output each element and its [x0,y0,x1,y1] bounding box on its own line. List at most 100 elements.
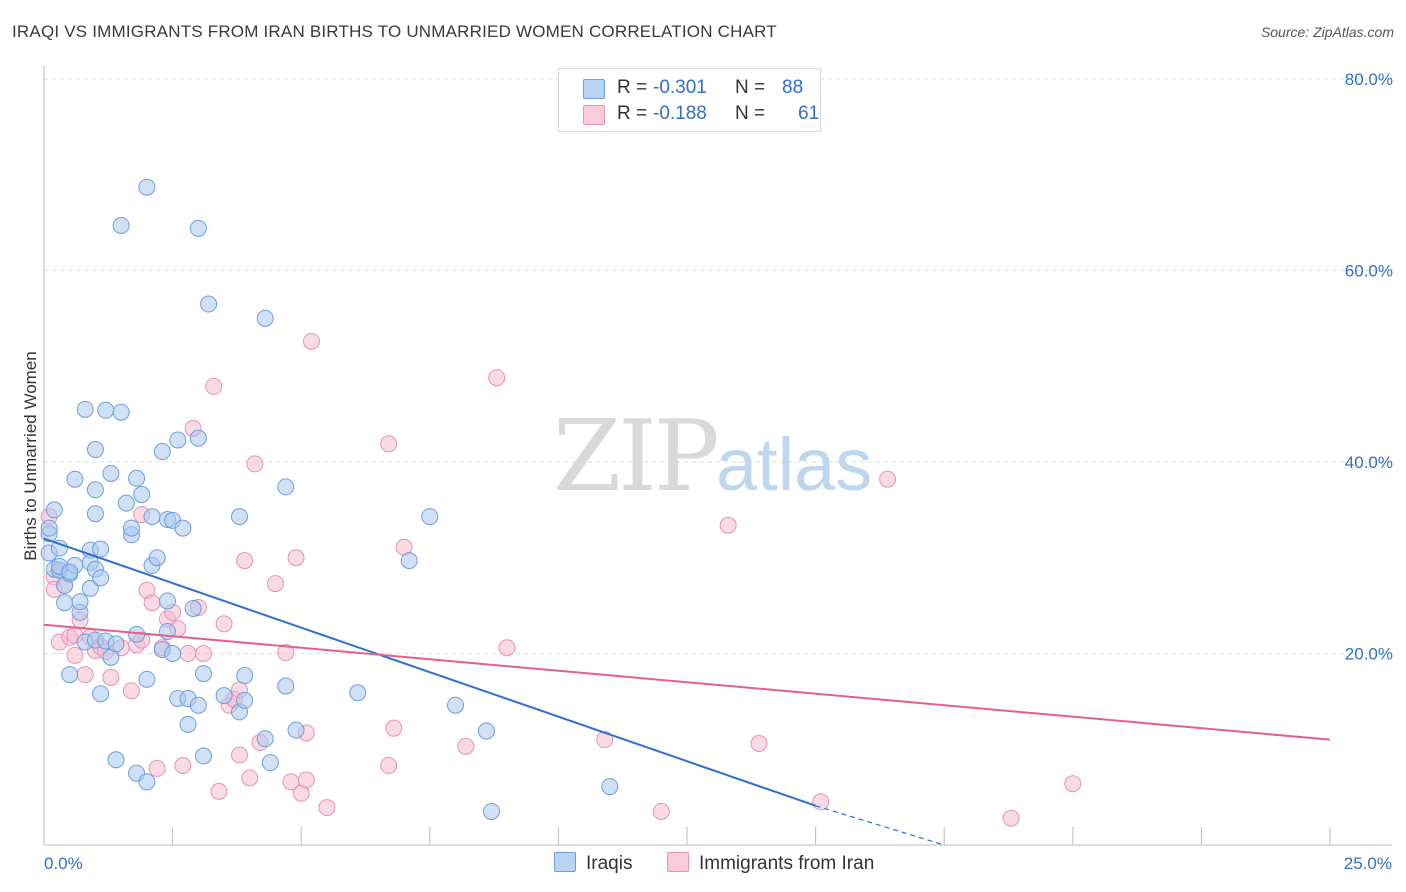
data-point [194,645,212,662]
data-point [179,715,197,733]
data-point [194,747,212,765]
chart-title: IRAQI VS IMMIGRANTS FROM IRAN BIRTHS TO … [12,22,777,41]
data-point [56,594,74,612]
data-point [200,295,218,313]
legend-swatch-iran [583,105,605,125]
data-point [117,494,135,512]
data-point [277,478,295,496]
data-point [879,470,897,488]
data-point [92,685,110,703]
x-tick-label-min: 0.0% [44,854,83,873]
y-tick-label: 60.0% [1345,262,1393,281]
bottom-legend-iran[interactable]: Immigrants from Iran [667,852,874,875]
data-point [148,759,166,777]
data-point [236,552,254,570]
data-point [107,635,125,653]
bottom-legend-label-iran: Immigrants from Iran [699,853,875,874]
data-point [488,369,506,387]
data-point [86,481,104,499]
data-point [719,516,737,534]
data-point [169,431,187,449]
data-point [194,665,212,683]
data-point [189,429,207,447]
data-point [215,615,233,633]
data-point [174,519,192,537]
data-point [447,696,465,714]
data-point [205,377,223,395]
watermark-zip: ZIP [553,400,717,514]
y-tick-label: 20.0% [1345,645,1393,664]
watermark: ZIP atlas [553,400,872,514]
legend-n-label: N = [735,103,766,124]
data-point [66,646,84,664]
legend-swatch-iraqis [583,79,605,99]
data-point [241,769,259,787]
data-point [143,594,161,612]
data-point [179,645,197,662]
bottom-legend-iraqis[interactable]: Iraqis [554,852,632,875]
data-point [76,666,94,684]
data-point [349,684,367,702]
data-point [261,754,279,772]
data-point [256,309,274,327]
trendline-iran [43,623,1331,741]
data-point [236,667,254,685]
y-axis-label: Births to Unmarried Women [21,351,40,560]
data-point [122,682,140,700]
data-point [153,442,171,460]
data-point [236,691,254,709]
data-point [498,639,516,657]
data-point [302,332,320,350]
data-point [380,757,398,775]
data-point [287,549,305,567]
data-point [750,735,768,753]
trendline-iraqis [43,537,816,807]
y-tick-label: 40.0% [1345,453,1393,472]
data-point [230,508,248,526]
correlation-legend: R = -0.301 N = 88 R = -0.188 N = 61 [558,68,821,132]
data-point [97,401,115,419]
data-point [133,486,151,504]
data-point [1064,775,1082,793]
data-point [138,178,156,196]
data-point [61,563,79,581]
data-point [81,579,99,597]
data-point [318,799,336,817]
data-point [246,455,264,473]
data-point [86,505,104,523]
series-iraqis-points [40,178,619,820]
data-point [230,746,248,764]
bottom-legend-swatch-iran [667,852,689,872]
data-point [189,696,207,714]
data-point [457,737,475,755]
data-point [215,687,233,705]
source-label: Source: ZipAtlas.com [1260,24,1394,40]
data-point [61,666,79,684]
data-point [112,403,130,421]
data-point [277,677,295,695]
data-point [102,464,120,482]
data-point [380,435,398,453]
data-point [92,569,110,587]
data-point [107,751,125,769]
data-point [71,593,89,611]
data-point [138,773,156,791]
watermark-atlas: atlas [716,423,872,506]
trend-layer [43,537,1331,846]
data-point [50,539,68,557]
data-point [184,599,202,617]
bottom-legend-label-iraqis: Iraqis [586,853,633,874]
data-point [385,719,403,737]
data-point [287,721,305,739]
data-point [148,549,166,567]
data-point [477,722,495,740]
data-point [102,668,120,686]
legend-r-value: -0.301 [653,77,707,98]
data-point [297,771,315,789]
data-point [66,470,84,488]
data-point [812,793,830,811]
data-point [86,441,104,459]
data-point [400,552,418,570]
legend-r-value: -0.188 [653,103,707,124]
